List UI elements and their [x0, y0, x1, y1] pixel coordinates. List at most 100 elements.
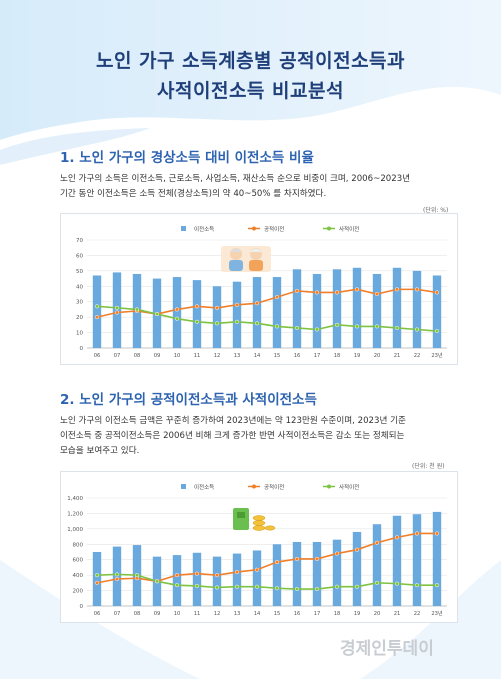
series-point-2 [394, 325, 400, 330]
bar [432, 511, 442, 606]
series-point-1 [194, 571, 200, 576]
x-tick-label: 19 [354, 611, 361, 617]
bar [232, 553, 242, 606]
series-point-1 [94, 580, 100, 585]
x-tick-label: 23년 [431, 351, 443, 359]
series-point-1 [254, 301, 260, 306]
bar [212, 556, 222, 606]
series-point-1 [174, 573, 180, 578]
bar [352, 531, 362, 606]
series-point-2 [134, 307, 140, 312]
x-tick-label: 13 [234, 353, 241, 359]
series-point-2 [234, 584, 240, 589]
series-point-2 [414, 327, 420, 332]
series-point-2 [194, 319, 200, 324]
x-tick-label: 21 [394, 353, 401, 359]
series-point-2 [234, 319, 240, 324]
bar [312, 541, 322, 606]
x-tick-label: 12 [214, 611, 221, 617]
bar [392, 515, 402, 606]
bar [252, 550, 262, 606]
y-tick-label: 1,400 [67, 496, 83, 502]
series-point-1 [214, 305, 220, 310]
bar [352, 267, 362, 348]
chart2: 이전소득 공적이전 사적이전 0 200 400 600 800 1,000 1,200 1,400… [67, 483, 447, 617]
series-point-2 [314, 327, 320, 332]
series-point-1 [414, 287, 420, 292]
legend-marker-2 [327, 226, 331, 231]
y-tick-label: 1,200 [67, 511, 83, 517]
y-tick-label: 10 [76, 331, 83, 337]
series-point-2 [114, 305, 120, 310]
series-point-2 [274, 586, 280, 591]
series-point-2 [354, 324, 360, 329]
chart1-frame: 이전소득 공적이전 사적이전 0 10 20 30 40 50 60 70 06 07 08 09 10 11 1… [60, 213, 458, 365]
series-point-1 [374, 540, 380, 545]
y-tick-label: 30 [76, 300, 83, 306]
series-point-2 [194, 583, 200, 588]
y-tick-label: 600 [73, 558, 84, 564]
y-tick-label: 50 [76, 269, 83, 275]
legend-marker-1 [252, 484, 256, 489]
series-point-1 [314, 290, 320, 295]
bar [432, 275, 442, 348]
series-point-1 [114, 310, 120, 315]
y-tick-label: 800 [73, 542, 84, 548]
bar [92, 275, 102, 348]
x-tick-label: 07 [114, 611, 121, 617]
x-tick-label: 08 [134, 611, 141, 617]
y-tick-label: 0 [80, 346, 84, 352]
bar [372, 273, 382, 348]
x-tick-label: 14 [254, 611, 261, 617]
series-point-2 [154, 579, 160, 584]
series-point-2 [174, 316, 180, 321]
x-tick-label: 09 [154, 353, 161, 359]
legend-swatch-0 [181, 484, 186, 489]
bar [92, 552, 102, 606]
bar [392, 267, 402, 348]
bar [332, 269, 342, 348]
legend-label-1: 공적이전 [264, 225, 284, 233]
series-point-2 [254, 584, 260, 589]
y-tick-label: 40 [76, 284, 83, 290]
legend-swatch-0 [181, 226, 186, 231]
series-point-2 [154, 312, 160, 317]
bar [412, 270, 422, 348]
legend-label-1: 공적이전 [264, 483, 284, 491]
series-point-2 [294, 325, 300, 330]
legend-label-0: 이전소득 [194, 483, 214, 491]
y-tick-label: 200 [73, 589, 84, 595]
page-title-line1: 노인 가구 소득계층별 공적이전소득과 [95, 50, 406, 72]
bar [112, 272, 122, 348]
bar [332, 539, 342, 606]
bar [172, 277, 182, 348]
x-tick-label: 18 [334, 611, 341, 617]
x-tick-label: 22 [414, 611, 421, 617]
series-point-2 [134, 573, 140, 578]
x-tick-label: 06 [94, 353, 101, 359]
series-point-2 [414, 583, 420, 588]
series-line-2 [96, 305, 438, 332]
legend-label-2: 사적이전 [339, 483, 359, 491]
series-point-2 [94, 304, 100, 309]
series-point-1 [94, 315, 100, 320]
series-point-1 [214, 573, 220, 578]
section2-text: 노인 가구의 이전소득 금액은 꾸준히 증가하여 2023년에는 약 123만원… [60, 414, 455, 459]
x-tick-label: 11 [194, 353, 201, 359]
series-point-2 [254, 321, 260, 326]
series-point-2 [214, 321, 220, 326]
chart1-legend: 이전소득 공적이전 사적이전 [181, 225, 359, 233]
x-tick-label: 23년 [431, 609, 443, 617]
series-point-2 [374, 580, 380, 585]
series-point-1 [354, 547, 360, 552]
series-point-2 [434, 583, 440, 588]
x-tick-label: 16 [294, 611, 301, 617]
series-point-2 [114, 572, 120, 577]
series-point-2 [334, 584, 340, 589]
x-tick-label: 07 [114, 353, 121, 359]
y-tick-label: 60 [76, 253, 83, 259]
series-point-2 [314, 586, 320, 592]
chart2-legend: 이전소득 공적이전 사적이전 [181, 483, 359, 491]
bar [272, 544, 282, 606]
x-tick-label: 14 [254, 353, 261, 359]
